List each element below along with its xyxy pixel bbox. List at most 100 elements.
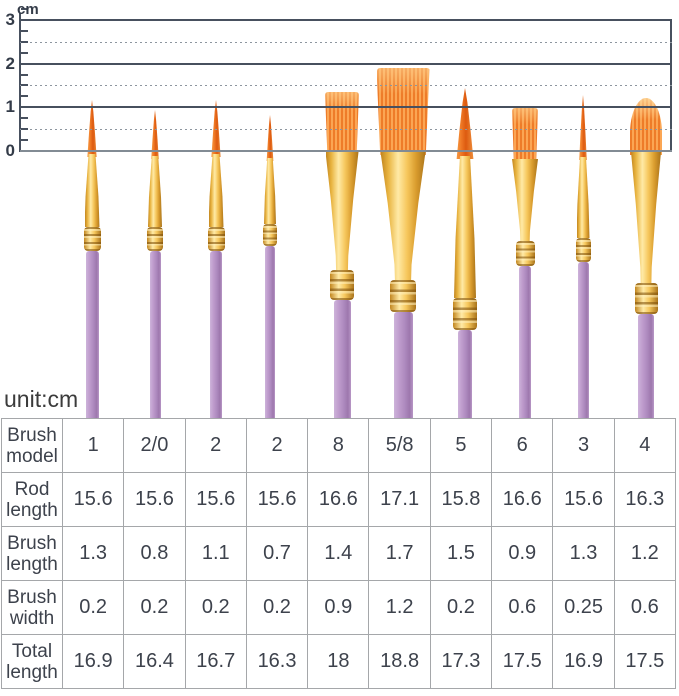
brush-9-model-3-ferrule xyxy=(576,157,590,238)
table-cell-r4-c5: 0.9 xyxy=(308,581,370,635)
brush-10-model-4-handle xyxy=(638,314,654,419)
table-cell-r2-c1: 15.6 xyxy=(63,473,125,527)
brush-2-model-2-0-handle xyxy=(149,251,161,419)
table-row-label: Rod length xyxy=(2,473,63,527)
ruler-unit-label: cm xyxy=(17,1,39,18)
brush-2-model-2-0-ferrule xyxy=(148,156,162,227)
table-cell-r4-c7: 0.2 xyxy=(430,581,493,635)
table-cell-r1-c9: 3 xyxy=(553,419,615,473)
brush-8-model-6-ferrule xyxy=(512,159,538,241)
table-cell-r2-c10: 16.3 xyxy=(614,473,676,527)
brush-1-model-1-bristles xyxy=(87,100,97,157)
brush-8-model-6-ferrule-crimp xyxy=(515,241,535,266)
table-cell-r4-c9: 0.25 xyxy=(553,581,615,635)
brush-7-model-5-handle xyxy=(458,330,472,419)
brush-9-model-3-handle xyxy=(577,262,589,419)
brush-4-model-2-handle xyxy=(265,246,275,419)
table-cell-r1-c10: 4 xyxy=(614,419,676,473)
table-cell-r2-c7: 15.8 xyxy=(430,473,493,527)
table-cell-r1-c8: 6 xyxy=(492,419,554,473)
table-row-label: Brush length xyxy=(2,527,63,581)
table-row-label: Total length xyxy=(2,635,63,689)
brush-7-model-5-bristles xyxy=(456,88,474,159)
brush-10-model-4-ferrule-crimp xyxy=(634,283,658,314)
brush-3-model-2-bristles xyxy=(211,100,221,157)
brush-1-model-1-handle xyxy=(85,251,99,419)
table-cell-r4-c3: 0.2 xyxy=(185,581,247,635)
table-cell-r3-c3: 1.1 xyxy=(185,527,247,581)
brush-2-model-2-0-ferrule-crimp xyxy=(147,227,163,251)
table-cell-r2-c2: 15.6 xyxy=(124,473,186,527)
brush-6-model-5-8-ferrule-crimp xyxy=(390,280,416,312)
brush-9-model-3-bristles xyxy=(579,95,587,160)
table-cell-r4-c10: 0.6 xyxy=(614,581,676,635)
table-cell-r3-c1: 1.3 xyxy=(63,527,125,581)
table-cell-r3-c10: 1.2 xyxy=(614,527,676,581)
brush-5-model-8-bristles xyxy=(325,92,359,155)
table-cell-r1-c3: 2 xyxy=(185,419,247,473)
brush-5-model-8-ferrule-crimp xyxy=(330,270,354,300)
brush-1-model-1-ferrule xyxy=(84,154,100,227)
table-cell-r3-c6: 1.7 xyxy=(369,527,431,581)
brush-8-model-6-bristles xyxy=(512,108,538,162)
brush-4-model-2-ferrule-crimp xyxy=(263,224,277,246)
table-cell-r5-c8: 17.5 xyxy=(492,635,554,689)
table-cell-r2-c6: 17.1 xyxy=(369,473,431,527)
table-cell-r5-c5: 18 xyxy=(308,635,370,689)
table-cell-r5-c6: 18.8 xyxy=(369,635,431,689)
table-cell-r2-c3: 15.6 xyxy=(185,473,247,527)
table-cell-r3-c8: 0.9 xyxy=(492,527,554,581)
table-cell-r3-c2: 0.8 xyxy=(124,527,186,581)
table-cell-r4-c1: 0.2 xyxy=(63,581,125,635)
brush-4-model-2-ferrule xyxy=(264,158,276,224)
brush-9-model-3-ferrule-crimp xyxy=(575,238,591,262)
table-row-label: Brush model xyxy=(2,419,63,473)
brush-7-model-5-ferrule-crimp xyxy=(453,298,477,330)
brush-spec-table: Brush model 1 2/0 2 2 8 5/8 5 6 3 4 Rod length 15.6 1… xyxy=(1,418,676,689)
brush-1-model-1-ferrule-crimp xyxy=(83,227,101,251)
unit-note-label: unit:cm xyxy=(4,386,79,412)
table-cell-r1-c4: 2 xyxy=(246,419,309,473)
table-cell-r5-c3: 16.7 xyxy=(185,635,247,689)
table-cell-r5-c1: 16.9 xyxy=(63,635,125,689)
brush-7-model-5-ferrule xyxy=(454,156,476,298)
brush-10-model-4-ferrule xyxy=(631,152,661,283)
table-cell-r4-c8: 0.6 xyxy=(492,581,554,635)
table-cell-r5-c4: 16.3 xyxy=(246,635,309,689)
table-row-label: Brush width xyxy=(2,581,63,635)
table-cell-r5-c9: 16.9 xyxy=(553,635,615,689)
brush-3-model-2-ferrule xyxy=(208,154,224,227)
table-cell-r3-c4: 0.7 xyxy=(246,527,309,581)
table-cell-r4-c4: 0.2 xyxy=(246,581,309,635)
brush-10-model-4-bristles xyxy=(630,98,662,155)
brush-3-model-2-handle xyxy=(210,251,222,419)
table-cell-r5-c7: 17.3 xyxy=(430,635,493,689)
table-cell-r2-c5: 16.6 xyxy=(308,473,370,527)
table-cell-r1-c6: 5/8 xyxy=(369,419,431,473)
table-cell-r3-c9: 1.3 xyxy=(553,527,615,581)
brush-6-model-5-8-ferrule xyxy=(380,152,426,280)
table-cell-r4-c2: 0.2 xyxy=(124,581,186,635)
brush-2-model-2-0-bristles xyxy=(151,110,159,159)
table-cell-r2-c8: 16.6 xyxy=(492,473,554,527)
table-cell-r5-c10: 17.5 xyxy=(614,635,676,689)
table-cell-r2-c4: 15.6 xyxy=(246,473,309,527)
brush-6-model-5-8-handle xyxy=(393,312,413,419)
table-cell-r1-c5: 8 xyxy=(308,419,370,473)
table-cell-r5-c2: 16.4 xyxy=(124,635,186,689)
table-cell-r1-c2: 2/0 xyxy=(124,419,186,473)
brush-3-model-2-ferrule-crimp xyxy=(207,227,225,251)
table-cell-r1-c1: 1 xyxy=(63,419,125,473)
table-cell-r3-c5: 1.4 xyxy=(308,527,370,581)
brush-6-model-5-8-bristles xyxy=(376,68,430,155)
table-cell-r1-c7: 5 xyxy=(430,419,493,473)
brush-8-model-6-handle xyxy=(519,266,531,419)
brush-4-model-2-bristles xyxy=(266,115,274,161)
table-cell-r2-c9: 15.6 xyxy=(553,473,615,527)
table-cell-r4-c6: 1.2 xyxy=(369,581,431,635)
brush-5-model-8-handle xyxy=(333,300,351,419)
brush-5-model-8-ferrule xyxy=(325,152,359,270)
table-cell-r3-c7: 1.5 xyxy=(430,527,493,581)
